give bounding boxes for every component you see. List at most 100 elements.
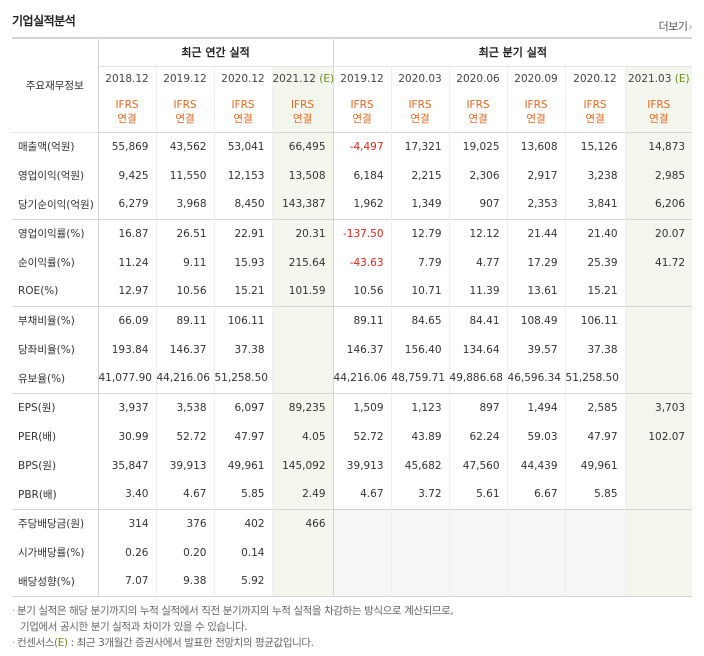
table-cell: 59.03 <box>507 422 566 451</box>
more-link[interactable]: 더보기› <box>658 18 693 34</box>
table-cell: 47.97 <box>214 422 273 451</box>
table-cell: 897 <box>449 392 508 422</box>
ifrs-badge: IFRS 연결 <box>507 92 566 132</box>
table-cell: 11,550 <box>156 161 215 190</box>
period-label: 2020.09 <box>514 73 558 86</box>
table-row: 당기순이익(억원) 6,279 3,968 8,450 143,387 1,962 1,34… <box>12 190 693 219</box>
ifrs-sub-label: 연결 <box>585 112 605 125</box>
table-cell: 376 <box>156 508 215 538</box>
row-label: 유보율(%) <box>12 364 99 393</box>
table-cell: 4.77 <box>449 248 508 277</box>
table-cell: 13,508 <box>272 161 334 190</box>
year-row: 2018.12 2019.12 2020.12 2021.12 (E) 2019.12 2… <box>12 66 693 92</box>
row-label: 시가배당률(%) <box>12 538 99 567</box>
table-cell: 5.85 <box>565 480 626 509</box>
row-label: 매출액(억원) <box>12 131 99 161</box>
period-label: 2018.12 <box>105 73 149 86</box>
table-cell <box>507 538 566 567</box>
ifrs-label: IFRS <box>647 98 671 111</box>
table-cell: 13,608 <box>507 131 566 161</box>
table-cell <box>565 538 626 567</box>
estimate-mark: (E) <box>674 73 690 86</box>
row-label: 영업이익률(%) <box>12 218 99 248</box>
table-cell: 145,092 <box>272 451 334 480</box>
table-cell: 51,258.50 <box>565 364 626 393</box>
period-2020-06: 2020.06 <box>449 66 508 92</box>
section-header: 기업실적분석 더보기› <box>12 12 692 36</box>
table-cell: 12,153 <box>214 161 273 190</box>
ifrs-label: IFRS <box>231 98 255 111</box>
table-cell: 907 <box>449 190 508 219</box>
table-cell: 8,450 <box>214 190 273 219</box>
more-label[interactable]: 더보기 <box>658 20 688 33</box>
row-label: EPS(원) <box>12 392 99 422</box>
table-cell: 14,873 <box>625 131 693 161</box>
table-cell <box>391 567 450 596</box>
table-cell: 6.67 <box>507 480 566 509</box>
table-cell: 193.84 <box>98 335 157 364</box>
ifrs-sub-label: 연결 <box>468 112 488 125</box>
table-cell: 146.37 <box>333 335 392 364</box>
table-cell: 3,841 <box>565 190 626 219</box>
table-cell: -43.63 <box>333 248 392 277</box>
bullet-icon: · <box>12 637 15 649</box>
table-cell <box>449 508 508 538</box>
table-cell: 89.11 <box>156 305 215 335</box>
table-cell: 7.79 <box>391 248 450 277</box>
table-cell: 55,869 <box>98 131 157 161</box>
table-cell: 37.38 <box>214 335 273 364</box>
table-cell: 11.24 <box>98 248 157 277</box>
table-cell: 35,847 <box>98 451 157 480</box>
period-label: 2020.03 <box>398 73 442 86</box>
table-cell: 146.37 <box>156 335 215 364</box>
table-cell: 314 <box>98 508 157 538</box>
table-cell: 84.65 <box>391 305 450 335</box>
period-2020-12: 2020.12 <box>565 66 626 92</box>
table-cell: 84.41 <box>449 305 508 335</box>
ifrs-badge: IFRS 연결 <box>98 92 157 132</box>
table-cell: 1,509 <box>333 392 392 422</box>
ifrs-label: IFRS <box>115 98 139 111</box>
table-cell: 3,937 <box>98 392 157 422</box>
table-cell: 3,238 <box>565 161 626 190</box>
table-cell <box>625 480 693 509</box>
table-cell: 16.87 <box>98 218 157 248</box>
period-2019-12: 2019.12 <box>156 66 215 92</box>
table-cell: 6,206 <box>625 190 693 219</box>
table-cell: 12.79 <box>391 218 450 248</box>
table-cell: 13.61 <box>507 277 566 306</box>
table-cell: 2,985 <box>625 161 693 190</box>
ifrs-sub-label: 연결 <box>352 112 372 125</box>
ifrs-badge: IFRS 연결 <box>565 92 626 132</box>
period-label: 2021.03 <box>628 73 672 86</box>
ifrs-label: IFRS <box>466 98 490 111</box>
table-cell: 4.05 <box>272 422 334 451</box>
table-row: PBR(배) 3.40 4.67 5.85 2.49 4.67 3.72 5.61 6.67 5.… <box>12 480 693 509</box>
table-cell: 2,917 <box>507 161 566 190</box>
table-cell: 20.31 <box>272 218 334 248</box>
table-row: PER(배) 30.99 52.72 47.97 4.05 52.72 43.89 62.24… <box>12 422 693 451</box>
table-cell: 2,585 <box>565 392 626 422</box>
table-cell: 10.56 <box>333 277 392 306</box>
table-cell <box>625 451 693 480</box>
table-cell: 0.26 <box>98 538 157 567</box>
table-cell: 0.20 <box>156 538 215 567</box>
financial-table: 주요재무정보 최근 연간 실적 최근 분기 실적 2018.12 2019.12 2… <box>12 37 693 597</box>
footnotes: · 분기 실적은 해당 분기까지의 누적 실적에서 직전 분기까지의 누적 실적을… <box>12 603 692 651</box>
row-label: 배당성향(%) <box>12 567 99 596</box>
table-cell: 3,538 <box>156 392 215 422</box>
table-cell <box>625 305 693 335</box>
row-label: 순이익률(%) <box>12 248 99 277</box>
table-cell: 49,886.68 <box>449 364 508 393</box>
table-row: 영업이익(억원) 9,425 11,550 12,153 13,508 6,184 2,21… <box>12 161 693 190</box>
table-cell: 20.07 <box>625 218 693 248</box>
table-cell <box>272 335 334 364</box>
table-body: 매출액(억원) 55,869 43,562 53,041 66,495 -4,497 17,… <box>12 131 693 596</box>
table-row: 매출액(억원) 55,869 43,562 53,041 66,495 -4,497 17,… <box>12 131 693 161</box>
table-row: 주당배당금(원) 314 376 402 466 <box>12 508 693 538</box>
table-cell: 7.07 <box>98 567 157 596</box>
table-cell: 3,968 <box>156 190 215 219</box>
ifrs-row: IFRS 연결 IFRS 연결 IFRS 연결 IFRS 연결 IFRS 연결 IFRS 연결 IFRS… <box>12 92 693 132</box>
table-cell <box>625 567 693 596</box>
table-cell <box>272 364 334 393</box>
